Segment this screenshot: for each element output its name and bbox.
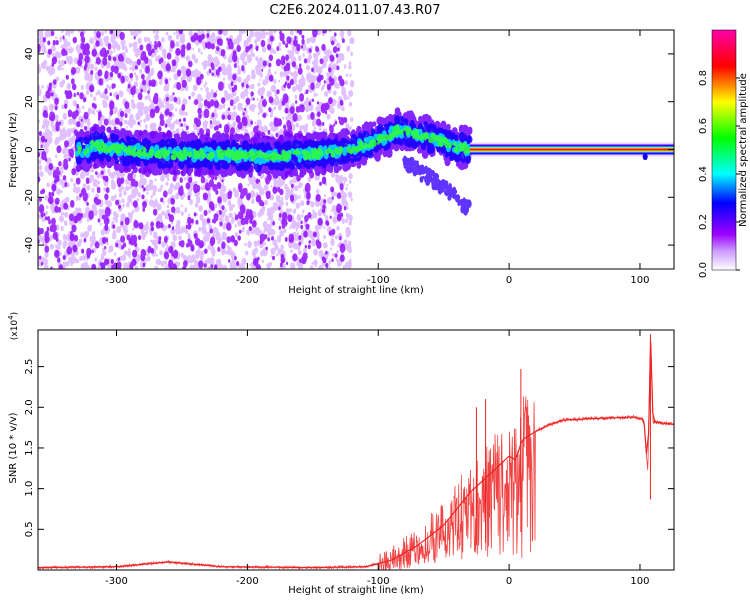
snr-plot-area	[38, 330, 674, 570]
spectrogram-y-tick-label-0: -40	[24, 237, 35, 253]
spectrogram-y-tick-label-2: 0	[24, 146, 35, 152]
snr-y-tick-label-3: 2.0	[24, 399, 35, 415]
spectrogram-y-tick-label-4: 40	[24, 48, 35, 61]
spectrogram-y-tick-label-3: 20	[24, 95, 35, 108]
snr-multiplier: (x104)	[7, 312, 20, 340]
spectrogram-x-tick-label-2: -100	[367, 275, 390, 286]
spectrogram-x-ticks: -300 -200 -100 0 100	[105, 30, 650, 286]
colorbar-tick-label-3: 0.6	[698, 118, 709, 134]
carrier-artifact	[642, 153, 648, 161]
snr-x-tick-label-1: -200	[236, 576, 259, 587]
snr-multiplier-close: )	[10, 312, 20, 316]
snr-x-label: Height of straight line (km)	[288, 585, 424, 596]
spectrogram-y-tick-label-1: -20	[24, 189, 35, 205]
spectrogram-x-label: Height of straight line (km)	[288, 285, 424, 296]
spectrogram-x-tick-label-3: 0	[506, 275, 512, 286]
spectrogram-noise-strong	[38, 30, 348, 269]
snr-y-label: SNR (10 * v/v)	[8, 412, 19, 483]
colorbar-tick-label-2: 0.4	[698, 166, 709, 182]
figure-title: C2E6.2024.011.07.43.R07	[269, 3, 440, 18]
snr-multiplier-exp: 4	[7, 315, 15, 320]
spectrogram-carrier-green	[77, 124, 472, 162]
snr-x-tick-label-4: 100	[630, 576, 649, 587]
carrier-core	[469, 148, 674, 151]
spectrogram-x-tick-label-1: -200	[236, 275, 259, 286]
colorbar-gradient	[711, 29, 737, 271]
snr-x-tick-label-0: -300	[105, 576, 128, 587]
colorbar-ticks: 0.0 0.2 0.4 0.6 0.8	[698, 70, 740, 278]
snr-panel: -300 -200 -100 0 100 0.5 1.0 1.5 2.0 2.5 Height …	[7, 312, 675, 596]
snr-x-tick-label-3: 0	[506, 576, 512, 587]
snr-y-tick-label-4: 2.5	[24, 359, 35, 375]
snr-frame	[37, 329, 675, 571]
colorbar: 0.0 0.2 0.4 0.6 0.8 Normalized spectral ampl…	[698, 29, 749, 278]
snr-x-tick-label-2: -100	[367, 576, 390, 587]
colorbar-tick-label-0: 0.0	[698, 262, 709, 278]
spectrogram-heat-layer	[38, 30, 674, 269]
snr-y-tick-label-1: 1.0	[24, 481, 35, 497]
snr-y-ticks: 0.5 1.0 1.5 2.0 2.5	[24, 359, 674, 537]
snr-spikes	[475, 334, 651, 545]
snr-x-ticks: -300 -200 -100 0 100	[105, 330, 650, 587]
spectrogram-y-ticks: -40 -20 0 20 40	[24, 48, 674, 253]
spectrogram-carrier-purple	[74, 107, 473, 180]
snr-line	[38, 341, 674, 569]
colorbar-tick-label-1: 0.2	[698, 214, 709, 230]
spectrogram-x-tick-label-4: 100	[630, 275, 649, 286]
spectrogram-lower-branch	[402, 155, 472, 216]
colorbar-tick-label-4: 0.8	[698, 70, 709, 86]
snr-y-tick-label-2: 1.5	[24, 440, 35, 456]
colorbar-label: Normalized spectral amplitude	[738, 73, 749, 227]
snr-y-tick-label-0: 0.5	[24, 521, 35, 537]
snr-multiplier-base: (x10	[10, 320, 20, 341]
spectrogram-y-label: Frequency (Hz)	[8, 112, 19, 188]
spectrogram-x-tick-label-0: -300	[105, 275, 128, 286]
